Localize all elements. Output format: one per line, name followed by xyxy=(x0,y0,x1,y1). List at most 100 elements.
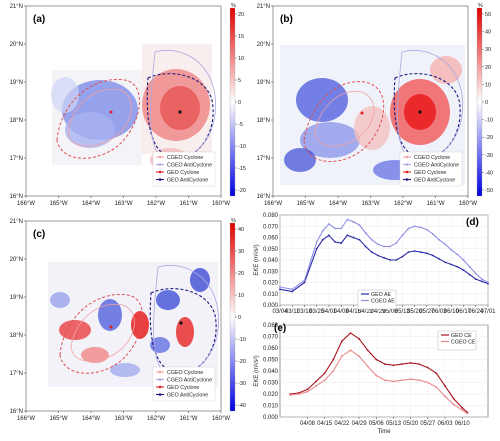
series-line-geo-ce xyxy=(290,332,468,413)
data-point xyxy=(407,227,410,230)
x-tick-label: 04/29 xyxy=(370,309,386,315)
map-axes: 166°W 165°W 164°W 163°W 162°W 161°W 160°W 16°N 1… xyxy=(10,219,231,422)
data-point xyxy=(462,269,465,271)
x-tick-label: 162°W xyxy=(394,201,412,207)
legend-label: CGEO AntiCyclone xyxy=(167,378,212,384)
colorbar-tick-label: 15 xyxy=(238,34,244,40)
data-point xyxy=(425,228,428,231)
data-point xyxy=(291,288,294,291)
x-tick-label: 166°W xyxy=(17,201,35,207)
data-point xyxy=(426,381,429,384)
x-tick-label: 03/11 xyxy=(285,309,300,315)
colorbar-tick-label: 30 xyxy=(238,249,244,255)
colorbar-tick-label: -40 xyxy=(238,403,246,409)
legend-label: GEO AntiCyclone xyxy=(167,178,208,184)
x-tick-label: 161°W xyxy=(179,416,197,422)
colorbar-tick-label: 40 xyxy=(238,227,244,233)
x-tick-label: 165°W xyxy=(296,201,314,207)
data-point xyxy=(395,259,398,261)
data-point xyxy=(435,372,438,375)
colorbar-tick-label: -20 xyxy=(238,359,246,365)
y-tick-label: 17°N xyxy=(10,371,23,377)
y-tick-label: 16°N xyxy=(257,194,270,200)
colorbar xyxy=(476,7,483,197)
data-point xyxy=(366,365,369,368)
colorbar-tick-label: -5 xyxy=(238,122,243,128)
x-tick-label: 04/15 xyxy=(317,421,333,427)
y-tick-label: 0.080 xyxy=(263,323,279,329)
data-point xyxy=(419,251,422,254)
x-tick-label: 06/24 xyxy=(468,309,484,315)
data-point xyxy=(358,355,360,357)
data-point xyxy=(289,394,292,396)
data-point xyxy=(466,412,469,415)
anomaly-field xyxy=(280,45,465,185)
legend-marker xyxy=(405,178,409,181)
data-point xyxy=(340,227,343,230)
data-point xyxy=(375,374,378,377)
legend-marker xyxy=(158,393,162,396)
data-point xyxy=(358,224,361,227)
legend-label: GEO Cyclone xyxy=(414,170,446,176)
data-point xyxy=(291,290,294,293)
legend-marker xyxy=(405,155,409,159)
data-point xyxy=(306,388,309,391)
y-tick-label: 21°N xyxy=(257,4,270,10)
data-point xyxy=(468,265,471,268)
x-tick-label: 07/01 xyxy=(480,309,496,315)
x-tick-label: 164°W xyxy=(329,201,347,207)
eddy-center xyxy=(109,325,113,329)
map-panel-c: 166°W 165°W 164°W 163°W 162°W 161°W 160°W 16°N 1… xyxy=(10,218,246,422)
x-tick-label: 06/10 xyxy=(444,309,460,315)
x-tick-label: 05/06 xyxy=(369,421,385,427)
data-point xyxy=(418,379,421,382)
data-point xyxy=(444,243,447,246)
eddy-center xyxy=(179,321,183,325)
data-point xyxy=(279,288,281,291)
data-point xyxy=(450,263,453,266)
x-tick-label: 161°W xyxy=(179,201,197,207)
chart-legend xyxy=(357,289,397,310)
data-point xyxy=(392,380,395,383)
panel-label-d: (d) xyxy=(466,217,479,228)
legend-marker xyxy=(158,163,162,166)
y-tick-label: 0.030 xyxy=(263,269,279,275)
x-tick-label: 163°W xyxy=(114,416,132,422)
x-tick-label: 06/03 xyxy=(432,309,448,315)
x-tick-label: 163°W xyxy=(114,201,132,207)
data-point xyxy=(452,403,455,406)
data-point xyxy=(303,281,306,284)
data-point xyxy=(315,247,318,250)
cgeo-cyclone-contour xyxy=(70,303,135,362)
y-tick-label: 0.080 xyxy=(263,213,279,219)
x-tick-label: 162°W xyxy=(147,201,165,207)
data-point xyxy=(352,220,355,223)
eddy-contours xyxy=(303,50,464,162)
panel-label-a: (a) xyxy=(33,14,45,25)
data-point xyxy=(364,245,367,248)
y-tick-label: 20°N xyxy=(10,42,23,48)
legend-label: CGEO AntiCyclone xyxy=(167,163,212,169)
legend-label: GEO AntiCyclone xyxy=(414,178,455,184)
data-point xyxy=(426,366,429,369)
colorbar-tick-label: 0 xyxy=(238,315,241,321)
eddy-center xyxy=(418,110,422,114)
data-point xyxy=(401,255,404,258)
y-tick-label: 19°N xyxy=(10,295,23,301)
data-point xyxy=(377,243,379,246)
data-point xyxy=(438,238,440,241)
cgeo-anticyclone-contour xyxy=(397,50,464,161)
data-point xyxy=(425,252,428,255)
data-point xyxy=(409,362,412,364)
data-point xyxy=(332,358,335,361)
y-tick-label: 0.070 xyxy=(263,224,279,230)
data-point xyxy=(383,256,385,259)
data-point xyxy=(346,218,349,221)
colorbar-tick-label: 20 xyxy=(238,12,244,18)
x-tick-label: 06/17 xyxy=(456,309,472,315)
y-tick-label: 21°N xyxy=(10,219,23,225)
x-tick-label: 160°W xyxy=(459,201,477,207)
data-point xyxy=(462,259,465,261)
x-tick-label: 162°W xyxy=(147,416,165,422)
